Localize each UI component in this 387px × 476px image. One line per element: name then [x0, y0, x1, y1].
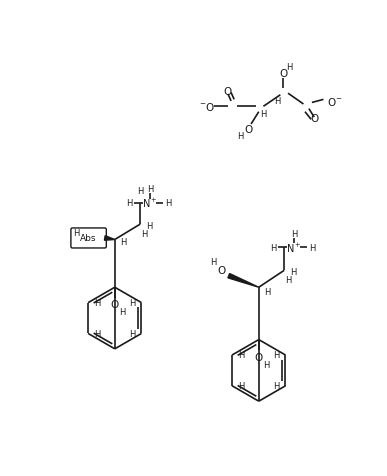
Text: H: H	[263, 360, 270, 369]
Text: O: O	[111, 299, 119, 309]
Text: H: H	[286, 63, 293, 71]
Text: H: H	[129, 329, 135, 338]
Text: H: H	[120, 237, 127, 246]
Text: O: O	[279, 69, 288, 79]
Text: H: H	[270, 243, 277, 252]
Text: H: H	[94, 298, 101, 307]
Text: O$^{-}$: O$^{-}$	[327, 96, 342, 108]
Polygon shape	[228, 274, 259, 288]
Text: H: H	[73, 228, 79, 238]
Text: H: H	[141, 229, 147, 238]
Text: Abs: Abs	[80, 234, 97, 243]
Text: H: H	[285, 276, 291, 285]
Text: H: H	[237, 132, 243, 141]
Text: O: O	[255, 352, 263, 362]
Text: H: H	[273, 381, 279, 390]
Text: N$^+$: N$^+$	[142, 197, 158, 209]
Text: H: H	[210, 258, 217, 267]
Text: H: H	[238, 381, 245, 390]
Text: H: H	[146, 222, 152, 231]
Text: O: O	[217, 265, 225, 275]
Polygon shape	[104, 236, 115, 241]
Text: O: O	[310, 114, 319, 124]
Text: H: H	[290, 268, 296, 277]
Text: H: H	[137, 187, 144, 196]
Text: H: H	[119, 307, 126, 317]
Text: H: H	[309, 243, 315, 252]
Text: H: H	[165, 198, 171, 208]
Text: H: H	[260, 110, 267, 119]
Text: H: H	[126, 198, 133, 208]
Text: H: H	[94, 329, 101, 338]
Text: H: H	[274, 97, 281, 105]
Text: O: O	[244, 124, 252, 134]
Text: H: H	[291, 229, 297, 238]
FancyBboxPatch shape	[71, 228, 106, 248]
Text: H: H	[147, 185, 153, 194]
Text: N$^+$: N$^+$	[286, 241, 302, 254]
Text: $^{-}$O: $^{-}$O	[199, 101, 215, 113]
Text: H: H	[129, 298, 135, 307]
Text: H: H	[273, 351, 279, 360]
Text: H: H	[238, 351, 245, 360]
Text: O: O	[223, 87, 231, 97]
Text: H: H	[264, 287, 271, 296]
